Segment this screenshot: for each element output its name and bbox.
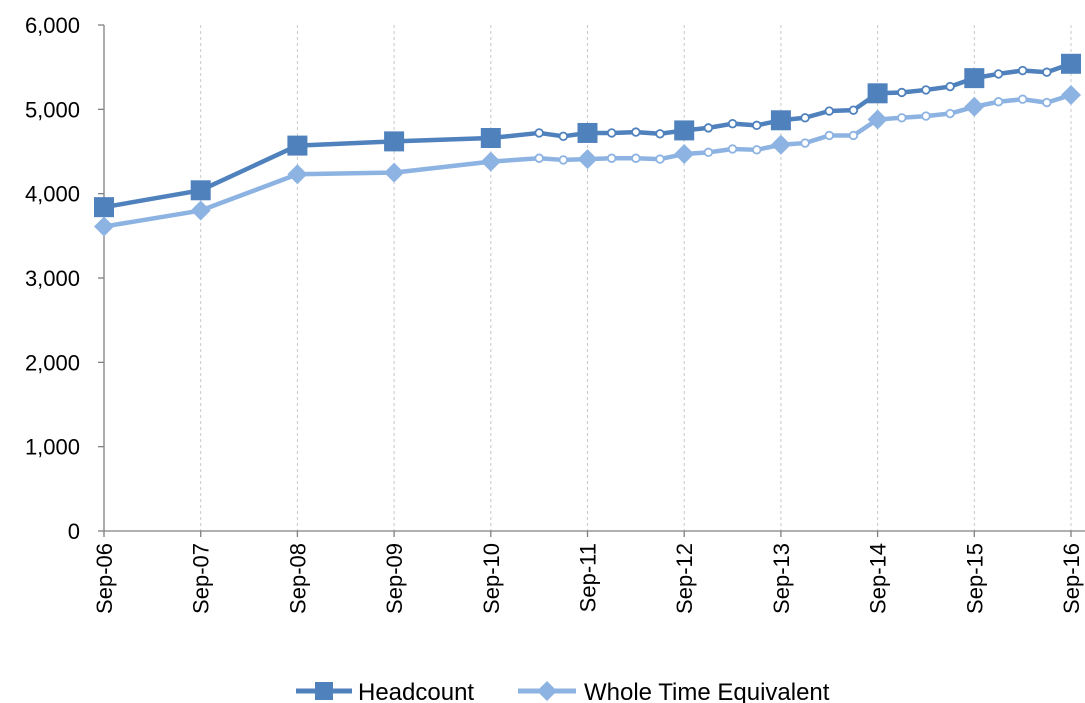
data-point-marker (867, 109, 888, 130)
data-point-marker (867, 83, 888, 104)
data-point-marker (94, 216, 114, 237)
x-tick-label: Sep-08 (285, 543, 310, 614)
y-tick-label: 3,000 (25, 266, 80, 291)
data-point-marker (577, 149, 598, 170)
data-point-marker (897, 113, 907, 123)
y-axis-ticks: 0 1,000 2,000 3,000 4,000 5,000 6,000 (25, 13, 104, 544)
data-point-marker (848, 105, 859, 115)
series-line (103, 92, 1072, 229)
legend-label-wte: Whole Time Equivalent (584, 679, 830, 703)
legend-marker-diamond-icon (537, 681, 557, 701)
legend-item-wte: Whole Time Equivalent (518, 679, 830, 703)
x-tick-label: Sep-07 (189, 543, 214, 614)
data-point-marker (921, 85, 931, 95)
data-point-marker (993, 97, 1004, 107)
data-point-marker (1061, 53, 1081, 74)
data-point-marker (631, 153, 641, 163)
x-tick-label: Sep-06 (92, 543, 117, 614)
y-tick-label: 4,000 (25, 182, 80, 207)
legend-marker-square-icon (315, 682, 333, 700)
legend-item-headcount: Headcount (296, 679, 474, 703)
data-point-marker (674, 120, 695, 141)
data-point-marker (606, 128, 617, 138)
data-point-marker (1042, 67, 1052, 77)
legend-label-headcount: Headcount (358, 679, 474, 703)
x-axis-ticks: Sep-06 Sep-07 Sep-08 Sep-09 Sep-10 Sep-11 Sep-… (92, 531, 1084, 614)
gridlines (200, 25, 1072, 531)
series-1 (94, 84, 1081, 237)
data-point-marker (534, 153, 544, 163)
series (94, 53, 1081, 237)
data-point-marker (703, 147, 714, 158)
data-point-marker (655, 129, 665, 139)
data-point-marker (190, 200, 211, 221)
data-point-marker (558, 131, 569, 142)
data-point-marker (770, 110, 791, 131)
data-point-marker (824, 130, 834, 141)
data-point-marker (703, 123, 714, 133)
data-point-marker (824, 106, 834, 116)
data-point-marker (921, 111, 931, 121)
x-tick-label: Sep-16 (1059, 543, 1084, 614)
x-tick-label: Sep-11 (576, 543, 601, 612)
data-point-marker (945, 81, 955, 92)
data-point-marker (534, 128, 544, 138)
data-point-marker (752, 120, 762, 131)
data-point-marker (800, 138, 810, 148)
legend: Headcount Whole Time Equivalent (296, 679, 830, 703)
data-point-marker (577, 122, 598, 143)
data-point-marker (993, 69, 1004, 79)
x-tick-label: Sep-14 (866, 543, 891, 614)
data-point-marker (848, 130, 859, 141)
y-tick-label: 5,000 (25, 97, 80, 122)
y-tick-label: 1,000 (25, 435, 80, 460)
data-point-marker (287, 135, 308, 156)
data-point-marker (727, 118, 738, 129)
series-0 (94, 53, 1081, 218)
x-tick-label: Sep-10 (479, 543, 504, 614)
data-point-marker (558, 155, 569, 165)
data-point-marker (190, 180, 211, 201)
data-point-marker (1017, 65, 1028, 76)
data-point-marker (606, 153, 617, 163)
data-point-marker (964, 68, 985, 89)
data-point-marker (1042, 97, 1052, 108)
x-tick-label: Sep-15 (962, 543, 987, 614)
data-point-marker (480, 128, 501, 149)
data-point-marker (655, 154, 665, 164)
data-point-marker (727, 144, 738, 154)
data-point-marker (770, 134, 791, 155)
data-point-marker (1017, 94, 1028, 104)
axes (103, 25, 1085, 532)
series-line (103, 61, 1072, 210)
y-tick-label: 2,000 (25, 350, 80, 375)
data-point-marker (945, 108, 955, 119)
data-point-marker (480, 151, 501, 172)
x-tick-label: Sep-09 (382, 543, 407, 614)
data-point-marker (287, 164, 308, 185)
y-tick-label: 6,000 (25, 13, 80, 38)
data-point-marker (897, 87, 907, 98)
data-point-marker (384, 162, 405, 183)
data-point-marker (800, 113, 810, 123)
data-point-marker (674, 144, 695, 165)
data-point-marker (631, 127, 641, 137)
data-point-marker (964, 96, 985, 117)
x-tick-label: Sep-12 (672, 543, 697, 614)
data-point-marker (94, 197, 114, 218)
y-tick-label: 0 (68, 519, 80, 544)
data-point-marker (1061, 84, 1081, 105)
data-point-marker (384, 131, 405, 152)
data-point-marker (752, 145, 762, 155)
x-tick-label: Sep-13 (769, 543, 794, 614)
